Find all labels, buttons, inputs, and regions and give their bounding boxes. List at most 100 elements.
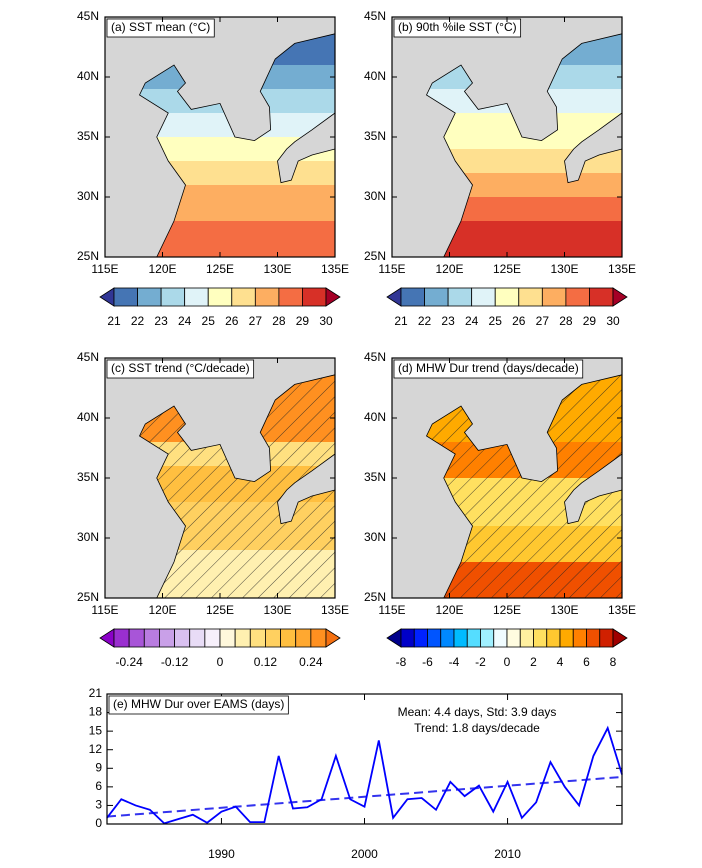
colorbar-label: 26 [225, 314, 239, 328]
colorbar-box [143, 628, 160, 648]
colorbar-box [506, 628, 521, 648]
field-band [426, 221, 622, 257]
colorbar-label: 29 [296, 314, 310, 328]
x-tick-label: 120E [435, 262, 463, 276]
x-tick-label: 115E [378, 603, 405, 617]
y-tick-label: 35N [364, 470, 386, 484]
x-tick-label: 135E [321, 603, 349, 617]
colorbar-label: -8 [396, 655, 407, 669]
y-tick-label: 6 [95, 779, 102, 793]
colorbar-box [400, 628, 415, 648]
colorbar-label: 27 [249, 314, 263, 328]
colorbar-box [249, 628, 266, 648]
x-tick-label: 135E [608, 603, 636, 617]
colorbar-label: 29 [583, 314, 597, 328]
colorbar-box [471, 287, 496, 307]
x-tick-label: 2000 [351, 847, 378, 861]
coastline [138, 374, 336, 599]
colorbar-triangle [99, 287, 115, 307]
colorbar-box [453, 628, 468, 648]
colorbar-box [589, 287, 614, 307]
x-tick-label: 130E [550, 262, 578, 276]
colorbar-label: 0.24 [299, 655, 323, 669]
plot-frame [106, 693, 623, 825]
colorbar-box [440, 628, 455, 648]
colorbar-label: -0.12 [161, 655, 189, 669]
colorbar-box [480, 628, 495, 648]
colorbar-label: 24 [178, 314, 192, 328]
colorbar-box [231, 287, 256, 307]
colorbar-box [137, 287, 162, 307]
colorbar-box [159, 628, 175, 648]
panel-title: (e) MHW Dur over EAMS (days) [113, 697, 284, 711]
y-tick-label: 35N [364, 129, 386, 143]
colorbar-box [519, 628, 534, 648]
colorbar-box [493, 628, 508, 648]
colorbar-label: 0.12 [254, 655, 278, 669]
colorbar-label: 22 [131, 314, 145, 328]
panel-title: (a) SST mean (°C) [111, 20, 210, 34]
colorbar-box [424, 287, 449, 307]
colorbar-label: 28 [272, 314, 286, 328]
colorbar-box [599, 628, 614, 648]
colorbar-triangle [386, 287, 402, 307]
y-tick-label: 40N [77, 69, 99, 83]
colorbar-label: -2 [475, 655, 486, 669]
x-tick-label: 115E [91, 603, 118, 617]
x-tick-label: 1990 [208, 847, 235, 861]
colorbar-box [295, 628, 312, 648]
y-tick-label: 35N [77, 470, 99, 484]
y-tick-label: 45N [364, 350, 386, 364]
colorbar-box [128, 628, 145, 648]
colorbar-box [234, 628, 251, 648]
colorbar-label: -4 [449, 655, 460, 669]
colorbar-triangle [612, 287, 628, 307]
colorbar-triangle [612, 628, 628, 648]
colorbar-box [413, 628, 428, 648]
colorbar-box [546, 628, 561, 648]
y-tick-label: 40N [364, 410, 386, 424]
y-tick-label: 30N [364, 530, 386, 544]
panel-title: (d) MHW Dur trend (days/decade) [398, 361, 579, 375]
x-tick-label: 115E [91, 262, 118, 276]
colorbar-box [447, 287, 473, 307]
colorbar-label: 2 [530, 655, 537, 669]
colorbar-box [302, 287, 327, 307]
y-tick-label: 3 [95, 798, 102, 812]
y-tick-label: 18 [89, 705, 103, 719]
colorbar-label: 21 [394, 314, 408, 328]
colorbar-label: 4 [557, 655, 564, 669]
x-tick-label: 130E [263, 262, 291, 276]
y-tick-label: 40N [77, 410, 99, 424]
x-tick-label: 125E [493, 603, 521, 617]
field-band [139, 221, 335, 257]
colorbar-box [207, 287, 233, 307]
colorbar-box [518, 287, 543, 307]
colorbar-box [427, 628, 442, 648]
trend-line [106, 775, 623, 818]
x-tick-label: 130E [263, 603, 291, 617]
y-tick-label: 45N [364, 9, 386, 23]
y-tick-label: 21 [89, 686, 103, 700]
y-tick-label: 0 [95, 816, 102, 830]
coastline [138, 33, 336, 258]
colorbar-box [466, 628, 481, 648]
colorbar-box [265, 628, 281, 648]
colorbar-label: 8 [610, 655, 617, 669]
colorbar-label: 6 [583, 655, 590, 669]
y-tick-label: 25N [77, 249, 99, 263]
y-tick-label: 30N [364, 189, 386, 203]
colorbar-box [160, 287, 186, 307]
colorbar-box [533, 628, 548, 648]
panel-title-box [106, 18, 215, 38]
colorbar-box [494, 287, 520, 307]
x-tick-label: 2010 [494, 847, 521, 861]
colorbar-box [310, 628, 327, 648]
colorbar-label: -6 [422, 655, 433, 669]
colorbar-label: -0.24 [115, 655, 143, 669]
data-line [106, 725, 623, 825]
y-tick-label: 25N [364, 590, 386, 604]
colorbar-label: 22 [418, 314, 432, 328]
colorbar-label: 30 [606, 314, 620, 328]
y-tick-label: 35N [77, 129, 99, 143]
